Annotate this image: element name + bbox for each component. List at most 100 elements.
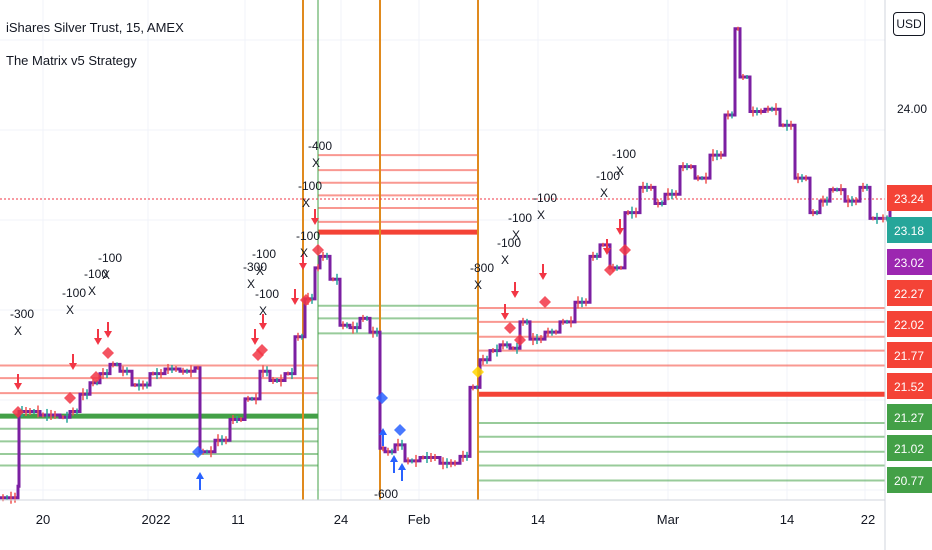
- time-tick-label: Mar: [657, 512, 680, 527]
- sell-arrow-head: [291, 298, 299, 305]
- sell-arrow-head: [511, 291, 519, 298]
- entry-marker: [102, 347, 114, 359]
- time-tick-label: 24: [334, 512, 348, 527]
- signal-label: -100: [612, 147, 636, 161]
- signal-label: -600: [374, 487, 398, 501]
- signal-mark: X: [616, 164, 624, 178]
- signal-mark: X: [247, 277, 255, 291]
- sell-arrow-head: [299, 263, 307, 270]
- price-label-text: 21.02: [894, 442, 924, 456]
- entry-marker: [472, 366, 484, 378]
- grid: [0, 0, 885, 500]
- price-label-box: [887, 185, 932, 211]
- signal-mark: X: [600, 186, 608, 200]
- signal-label: -100: [596, 169, 620, 183]
- price-label-text: 21.77: [894, 349, 924, 363]
- entry-marker: [64, 392, 76, 404]
- entry-marker: [504, 322, 516, 334]
- price-label-text: 22.02: [894, 318, 924, 332]
- signal-label: -100: [84, 267, 108, 281]
- price-label-text: 21.52: [894, 380, 924, 394]
- signal-mark: X: [474, 278, 482, 292]
- signal-label: -100: [296, 229, 320, 243]
- price-label-box: [887, 249, 932, 275]
- signal-mark: X: [14, 324, 22, 338]
- signal-label: -300: [243, 260, 267, 274]
- price-axis: 24.00: [897, 102, 927, 116]
- signal-mark: X: [300, 246, 308, 260]
- signal-mark: X: [512, 228, 520, 242]
- price-label-text: 23.02: [894, 256, 924, 270]
- signal-mark: X: [102, 268, 110, 282]
- sell-arrow-head: [603, 248, 611, 255]
- price-tick-label: 24.00: [897, 102, 927, 116]
- entry-marker: [90, 371, 102, 383]
- sell-arrow-head: [259, 323, 267, 330]
- entry-marker: [312, 244, 324, 256]
- signal-label: -100: [98, 251, 122, 265]
- signal-labels: -300X-100X-100X-100X-300X-100X-100X-100X…: [10, 139, 636, 501]
- signal-label: -100: [497, 236, 521, 250]
- price-label-text: 20.77: [894, 474, 924, 488]
- buy-arrow-head: [398, 463, 406, 470]
- entry-marker: [514, 334, 526, 346]
- signal-mark: X: [302, 196, 310, 210]
- sell-arrow-head: [94, 338, 102, 345]
- price-label-box: [887, 217, 932, 243]
- sell-arrow-head: [501, 313, 509, 320]
- entry-marker: [12, 406, 24, 418]
- trade-markers: [12, 209, 631, 490]
- sell-arrow-head: [616, 228, 624, 235]
- plot-area: [0, 0, 885, 500]
- time-tick-label: 22: [861, 512, 875, 527]
- signal-mark: X: [537, 208, 545, 222]
- price-label-box: [887, 404, 932, 430]
- signal-mark: X: [66, 303, 74, 317]
- buy-arrow-head: [390, 455, 398, 462]
- sell-arrow-head: [251, 338, 259, 345]
- price-label-text: 22.27: [894, 287, 924, 301]
- signal-mark: X: [88, 284, 96, 298]
- signal-label: -100: [508, 211, 532, 225]
- price-label-box: [887, 280, 932, 306]
- signal-label: -100: [62, 286, 86, 300]
- entry-marker: [539, 296, 551, 308]
- signal-label: -800: [470, 261, 494, 275]
- price-label-text: 23.24: [894, 192, 924, 206]
- price-label-text: 23.18: [894, 224, 924, 238]
- entry-marker: [394, 424, 406, 436]
- signal-mark: X: [312, 156, 320, 170]
- chart-title: iShares Silver Trust, 15, AMEX: [6, 20, 184, 35]
- price-label-box: [887, 342, 932, 368]
- signal-mark: X: [501, 253, 509, 267]
- strategy-name[interactable]: The Matrix v5 Strategy: [6, 53, 137, 68]
- signal-label: -100: [298, 179, 322, 193]
- signal-label: -400: [308, 139, 332, 153]
- signal-label: -100: [255, 287, 279, 301]
- signal-mark: X: [256, 264, 264, 278]
- price-series: [0, 26, 892, 504]
- time-tick-label: 14: [531, 512, 545, 527]
- signal-label: -300: [10, 307, 34, 321]
- price-labels: 23.24 23.18 23.02 22.27 22.02 21.77 21.52 21.27…: [887, 185, 932, 493]
- buy-arrow-head: [196, 472, 204, 479]
- entry-marker: [376, 392, 388, 404]
- time-tick-label: 20: [36, 512, 50, 527]
- signal-label: -100: [252, 247, 276, 261]
- price-label-box: [887, 373, 932, 399]
- sell-arrow-head: [104, 331, 112, 338]
- time-tick-label: 11: [231, 512, 245, 527]
- signal-mark: X: [259, 304, 267, 318]
- sell-arrow-head: [14, 383, 22, 390]
- time-tick-label: Feb: [408, 512, 430, 527]
- buy-arrow-head: [379, 428, 387, 435]
- price-label-box: [887, 467, 932, 493]
- currency-button[interactable]: USD: [893, 12, 925, 36]
- entry-marker: [619, 244, 631, 256]
- price-label-text: 21.27: [894, 411, 924, 425]
- time-tick-label: 14: [780, 512, 794, 527]
- time-axis: 20 2022 11 24 Feb 14 Mar 14 22: [36, 512, 875, 527]
- sell-arrow-head: [69, 363, 77, 370]
- entry-marker: [192, 446, 204, 458]
